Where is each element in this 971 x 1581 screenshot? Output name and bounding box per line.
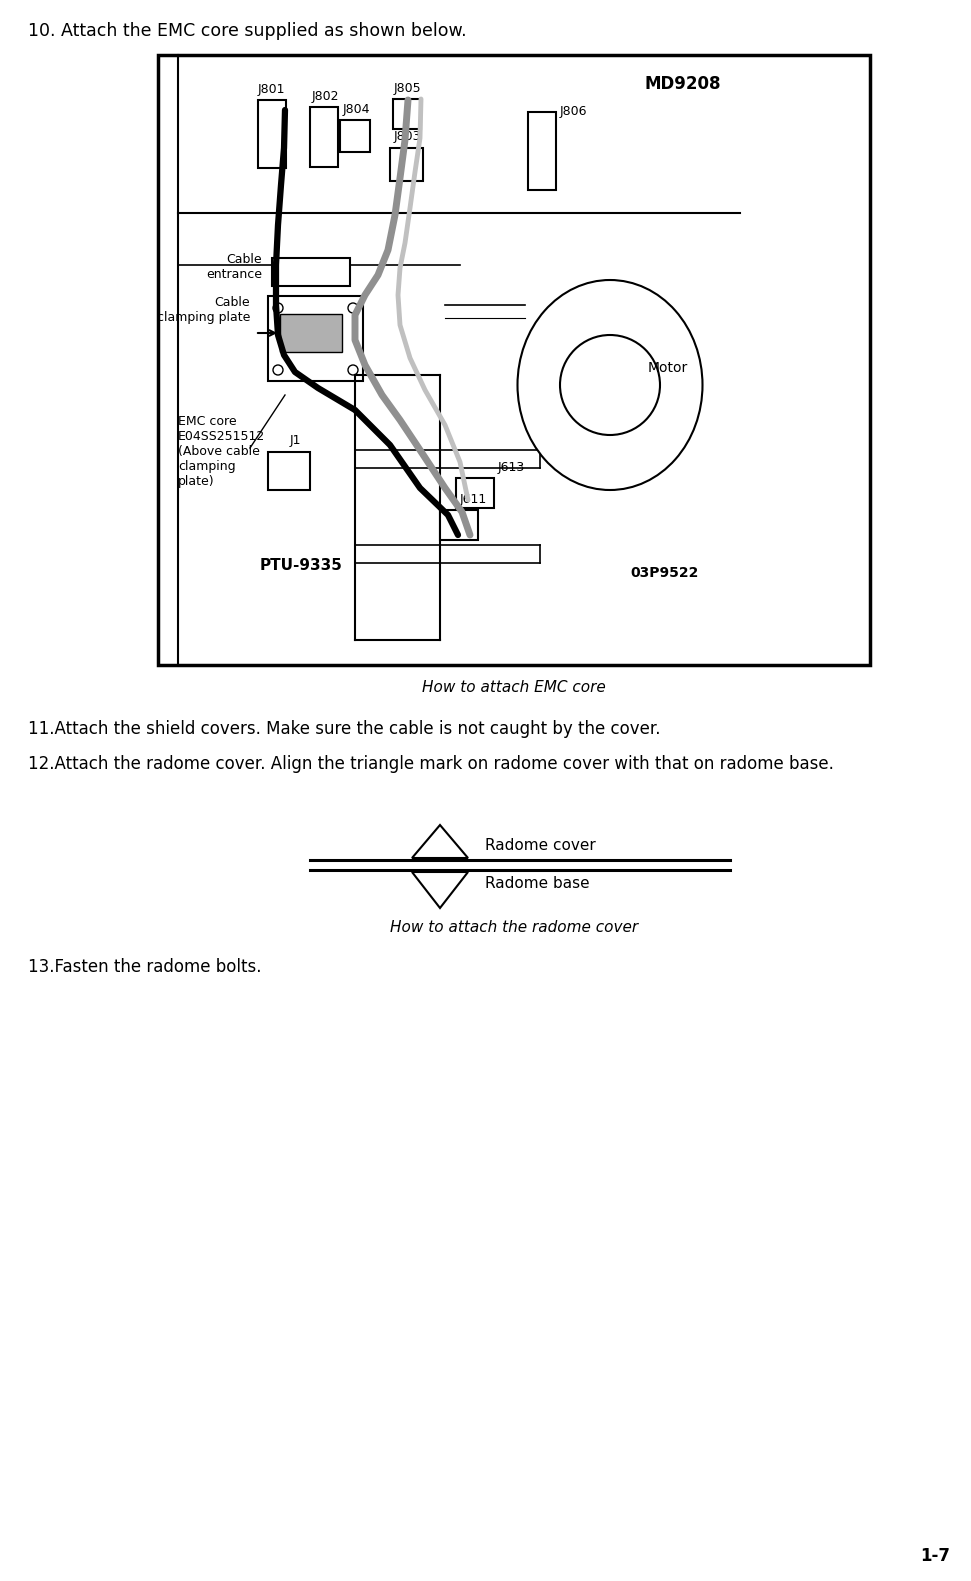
Text: J805: J805 (394, 82, 421, 95)
Text: J802: J802 (312, 90, 340, 103)
Bar (340, 120, 370, 152)
Ellipse shape (518, 280, 702, 490)
Bar (268, 296, 363, 381)
Bar (390, 149, 423, 180)
Text: J804: J804 (343, 103, 371, 115)
Bar (456, 477, 494, 508)
Text: 11.Attach the shield covers. Make sure the cable is not caught by the cover.: 11.Attach the shield covers. Make sure t… (28, 719, 660, 738)
Text: EMC core
E04SS251512
(Above cable
clamping
plate): EMC core E04SS251512 (Above cable clampi… (178, 414, 265, 489)
Text: Radome base: Radome base (485, 876, 589, 890)
Text: How to attach EMC core: How to attach EMC core (422, 680, 606, 696)
Text: J801: J801 (258, 82, 285, 96)
Bar (440, 511, 478, 541)
Bar (272, 258, 350, 286)
Text: 12.Attach the radome cover. Align the triangle mark on radome cover with that on: 12.Attach the radome cover. Align the tr… (28, 756, 834, 773)
Text: 13.Fasten the radome bolts.: 13.Fasten the radome bolts. (28, 958, 261, 975)
Text: J611: J611 (460, 493, 487, 506)
Bar (268, 452, 310, 490)
Bar (393, 100, 421, 130)
Text: How to attach the radome cover: How to attach the radome cover (390, 920, 638, 934)
Text: PTU-9335: PTU-9335 (260, 558, 343, 572)
Text: Cable
clamping plate: Cable clamping plate (156, 296, 250, 324)
Bar (158, 55, 870, 666)
Text: Radome cover: Radome cover (485, 838, 596, 852)
Bar (528, 112, 556, 190)
Circle shape (560, 335, 660, 435)
Text: J806: J806 (560, 104, 587, 119)
Text: 1-7: 1-7 (920, 1546, 950, 1565)
Text: J1: J1 (289, 435, 301, 447)
Text: 03P9522: 03P9522 (630, 566, 698, 580)
Bar (280, 315, 342, 353)
Text: MD9208: MD9208 (645, 74, 721, 93)
Text: Cable
entrance: Cable entrance (206, 253, 262, 281)
Bar (258, 100, 286, 168)
Text: J803: J803 (394, 130, 421, 142)
Text: J613: J613 (498, 462, 525, 474)
Text: 10. Attach the EMC core supplied as shown below.: 10. Attach the EMC core supplied as show… (28, 22, 467, 40)
Bar (310, 108, 338, 168)
Text: Motor: Motor (648, 360, 688, 375)
